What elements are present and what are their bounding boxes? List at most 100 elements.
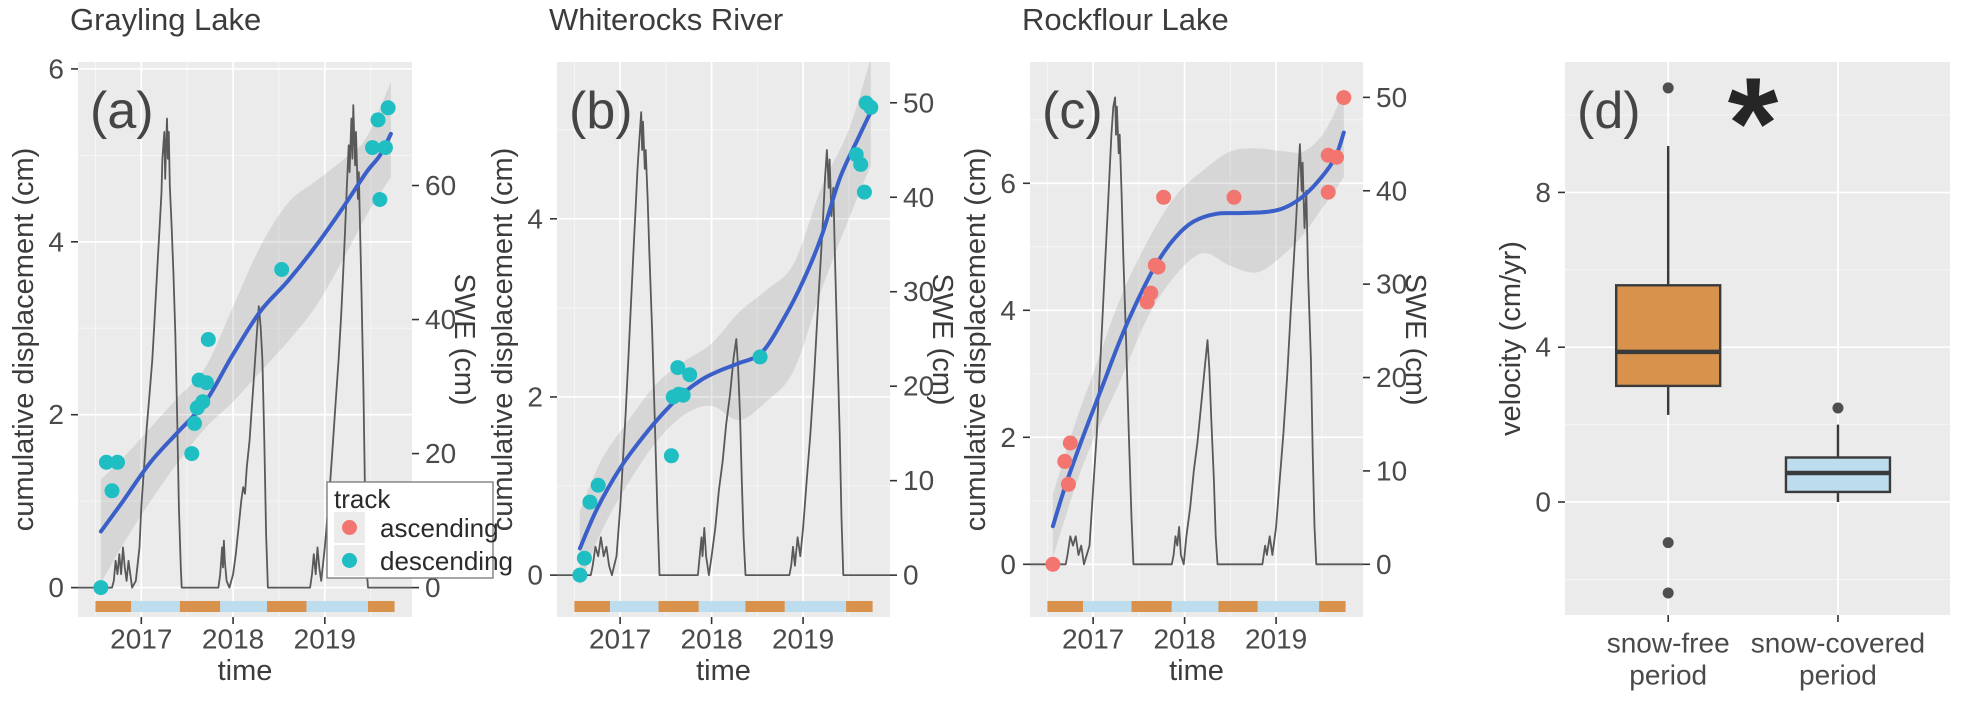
season-strip-segment-snow-free: [1047, 601, 1084, 612]
data-point-descending: [200, 332, 216, 347]
data-point-descending: [856, 184, 872, 200]
y-axis-title-right: SWE (cm): [926, 273, 958, 405]
data-point-ascending: [1045, 556, 1061, 572]
y-tick-label-right: 40: [425, 304, 456, 335]
season-strip-segment-snow-covered: [698, 601, 746, 612]
y-tick-label-right: 40: [1376, 175, 1407, 206]
data-point-descending: [104, 483, 120, 499]
y-tick-label-left: 4: [1000, 295, 1016, 326]
x-tick-label: 2019: [772, 624, 834, 655]
x-tick-label: 2017: [110, 624, 172, 655]
data-point-ascending: [1156, 189, 1172, 205]
y-tick-label: 4: [1535, 332, 1551, 363]
x-tick-label: 2018: [202, 624, 264, 655]
data-point-descending: [576, 550, 592, 566]
boxplot-outlier: [1832, 402, 1844, 414]
data-point-descending: [380, 100, 396, 116]
y-axis-title-right: SWE (cm): [448, 273, 480, 405]
data-point-descending: [582, 494, 598, 510]
y-tick-label-right: 20: [425, 438, 456, 469]
x-tick-label: 2017: [1062, 624, 1124, 655]
data-point-descending: [675, 387, 691, 403]
y-tick-label-right: 20: [1376, 362, 1407, 393]
panel-rockflour_lake: 0 2 4 6 0 10 20 30 40 50 2017 2018 2019 time cumulativ…: [960, 2, 1431, 687]
season-strip-segment-snow-covered: [1257, 601, 1320, 612]
data-point-descending: [863, 99, 879, 115]
data-point-descending: [572, 567, 588, 583]
data-point-descending: [853, 156, 869, 172]
x-axis-title: time: [218, 655, 273, 687]
legend-label-ascending: ascending: [380, 513, 499, 543]
season-strip-segment-snow-free: [745, 601, 785, 612]
y-tick-label-left: 0: [1000, 549, 1016, 580]
category-label-line2: period: [1799, 660, 1877, 691]
data-point-descending: [372, 192, 388, 207]
y-axis-title-right: SWE (cm): [1399, 273, 1431, 405]
data-point-descending: [199, 375, 214, 391]
plot-background: [557, 62, 890, 617]
y-tick-label-left: 0: [48, 572, 64, 603]
season-strip-segment-snow-covered: [1083, 601, 1132, 612]
x-tick-label: 2018: [1153, 624, 1215, 655]
swe-line: [1030, 96, 1363, 566]
legend-label-descending: descending: [380, 546, 513, 576]
data-point-descending: [93, 580, 109, 596]
season-strip-segment-snow-covered: [131, 601, 180, 612]
season-strip-segment-snow-covered: [784, 601, 847, 612]
boxplot-snow-free: [1614, 82, 1722, 599]
panel-title: Rockflour Lake: [1022, 2, 1229, 37]
x-axis-title: time: [696, 655, 751, 687]
y-tick-label-right: 10: [1376, 455, 1407, 486]
y-tick-label-left: 0: [527, 560, 543, 591]
y-tick-label-right: 10: [903, 465, 934, 496]
significance-asterisk: *: [1728, 50, 1779, 196]
boxplot-outlier: [1662, 537, 1674, 549]
x-tick-label: 2019: [1245, 624, 1307, 655]
x-tick-label: 2019: [294, 624, 356, 655]
panel-letter: (b): [569, 82, 633, 140]
y-tick-label-left: 4: [48, 226, 64, 257]
season-strip-segment-snow-free: [658, 601, 699, 612]
data-point-descending: [663, 448, 679, 464]
data-point-descending: [187, 415, 202, 431]
panel-title: Grayling Lake: [70, 2, 261, 37]
y-tick-label-right: 0: [903, 560, 919, 591]
y-tick-label-right: 30: [903, 276, 934, 307]
smooth-line: [98, 131, 393, 534]
y-tick-label-right: 40: [903, 182, 934, 213]
data-point-descending: [184, 446, 200, 462]
y-axis-title-left: cumulative displacement (cm): [487, 148, 519, 532]
y-axis-title-left: cumulative displacement (cm): [8, 148, 40, 532]
y-tick-label-right: 50: [903, 87, 934, 118]
y-tick-label-right: 0: [1376, 549, 1392, 580]
data-point-descending: [274, 262, 290, 277]
season-strip-segment-snow-free: [1131, 601, 1172, 612]
data-point-ascending: [1329, 149, 1344, 165]
panel-letter: (c): [1042, 82, 1103, 140]
season-strip-segment-snow-free: [574, 601, 611, 612]
season-strip-segment-snow-free: [179, 601, 221, 612]
data-point-ascending: [1143, 285, 1159, 301]
data-point-descending: [195, 394, 211, 410]
y-tick-label-right: 60: [425, 170, 456, 201]
smooth-line: [1050, 130, 1346, 529]
y-tick-label-right: 50: [1376, 82, 1407, 113]
loess-ci-band: [1052, 88, 1344, 558]
boxplot-outlier: [1662, 82, 1674, 94]
season-strip-segment-snow-covered: [306, 601, 368, 612]
season-strip-segment-snow-covered: [610, 601, 659, 612]
legend-dot-ascending: [342, 520, 357, 535]
plot-background: [1030, 62, 1363, 617]
boxplot-snow-covered: [1784, 402, 1892, 503]
smooth-line: [577, 109, 873, 551]
y-tick-label-left: 6: [1000, 168, 1016, 199]
data-point-ascending: [1320, 184, 1336, 200]
data-point-descending: [377, 140, 393, 156]
category-label-line2: period: [1629, 660, 1707, 691]
panel-letter: (d): [1577, 82, 1641, 140]
data-point-descending: [370, 112, 386, 128]
data-point-ascending: [1150, 259, 1166, 275]
